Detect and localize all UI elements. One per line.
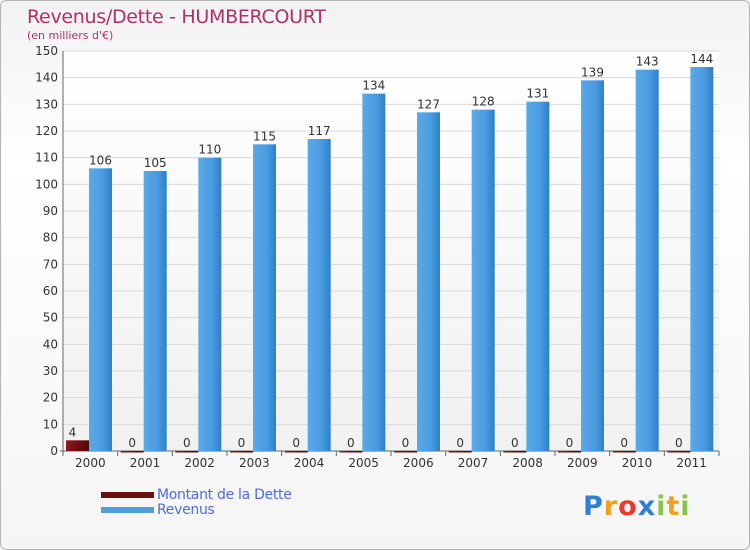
x-tick-label-2006: 2006 (403, 456, 434, 470)
logo-letter: i (656, 491, 667, 522)
x-tick-label-2001: 2001 (130, 456, 161, 470)
bar-debt-2009 (558, 451, 581, 453)
logo-letter: P (583, 491, 604, 522)
bar-debt-2004 (284, 451, 308, 453)
data-label-debt-2004: 0 (292, 436, 300, 450)
logo-letter: x (637, 491, 657, 522)
y-tick-label: 130 (35, 97, 58, 111)
chart-subtitle: (en milliers d'€) (27, 29, 114, 42)
y-tick-label: 30 (43, 364, 58, 378)
data-label-revenue-2011: 144 (690, 52, 713, 66)
bar-debt-2005 (339, 451, 363, 453)
legend-swatch-revenue (101, 506, 154, 513)
y-tick-label: 90 (43, 204, 58, 218)
bar-debt-2001 (120, 451, 144, 453)
bar-revenue-2008 (526, 101, 550, 452)
data-label-revenue-2006: 127 (417, 97, 440, 111)
y-tick-label: 20 (43, 391, 58, 405)
bar-revenue-2004 (307, 139, 331, 451)
bar-debt-2007 (448, 451, 472, 453)
bar-revenue-2001 (143, 171, 167, 451)
data-label-debt-2001: 0 (128, 436, 136, 450)
bar-revenue-2000 (89, 168, 112, 452)
x-tick-label-2010: 2010 (622, 456, 653, 470)
logo-letter: o (618, 491, 638, 522)
bar-revenue-2011 (690, 67, 714, 451)
data-label-debt-2007: 0 (456, 436, 464, 450)
logo-letter: i (680, 491, 691, 522)
bar-debt-2003 (230, 451, 253, 453)
x-tick-label-2009: 2009 (567, 456, 598, 470)
y-tick-label: 60 (43, 284, 58, 298)
y-tick-label: 100 (35, 177, 58, 191)
y-tick-label: 150 (35, 44, 58, 58)
bar-debt-2011 (667, 451, 691, 453)
bar-revenue-2002 (198, 157, 222, 451)
data-label-revenue-2009: 139 (581, 65, 604, 79)
logo-letter: r (603, 491, 619, 522)
data-label-revenue-2004: 117 (308, 124, 331, 138)
bar-revenue-2007 (471, 109, 495, 452)
y-tick-label: 80 (43, 231, 58, 245)
legend-item-debt: Montant de la Dette (101, 486, 292, 503)
y-tick-label: 50 (43, 311, 58, 325)
bar-debt-2000 (66, 440, 89, 451)
data-label-debt-2002: 0 (183, 436, 191, 450)
y-tick-label: 40 (43, 337, 58, 351)
bar-debt-2008 (503, 451, 527, 453)
data-label-debt-2003: 0 (238, 436, 246, 450)
data-label-revenue-2001: 105 (144, 156, 167, 170)
y-tick-label: 10 (43, 417, 58, 431)
y-tick-label: 140 (35, 71, 58, 85)
y-tick-label: 120 (35, 124, 58, 138)
legend-item-revenue: Revenus (101, 501, 292, 518)
bar-revenue-2006 (417, 112, 440, 451)
data-label-revenue-2010: 143 (636, 55, 659, 69)
x-tick-label-2008: 2008 (512, 456, 543, 470)
x-tick-label-2002: 2002 (184, 456, 215, 470)
x-tick-label-2005: 2005 (348, 456, 379, 470)
data-label-revenue-2003: 115 (253, 129, 276, 143)
proxiti-logo: Proxiti (583, 491, 691, 522)
data-label-revenue-2005: 134 (362, 79, 385, 93)
legend-label-revenue: Revenus (157, 501, 215, 518)
x-tick-label-2003: 2003 (239, 456, 270, 470)
data-label-debt-2011: 0 (675, 436, 683, 450)
x-tick-label-2000: 2000 (75, 456, 106, 470)
bar-revenue-2010 (635, 69, 659, 452)
bar-revenue-2003 (253, 144, 276, 452)
y-tick-label: 70 (43, 257, 58, 271)
x-tick-label-2007: 2007 (458, 456, 489, 470)
data-label-debt-2006: 0 (402, 436, 410, 450)
legend-label-debt: Montant de la Dette (157, 486, 292, 503)
data-label-debt-2009: 0 (566, 436, 574, 450)
chart-title: Revenus/Dette - HUMBERCOURT (27, 6, 326, 28)
data-label-debt-2008: 0 (511, 436, 519, 450)
legend: Montant de la Dette Revenus (101, 486, 292, 518)
y-tick-label: 110 (35, 151, 58, 165)
legend-swatch-debt (101, 491, 154, 498)
data-label-revenue-2002: 110 (198, 143, 221, 157)
data-label-debt-2010: 0 (620, 436, 628, 450)
logo-letter: t (666, 491, 681, 522)
y-tick-label: 0 (50, 444, 58, 458)
data-label-revenue-2000: 106 (89, 153, 112, 167)
data-label-debt-2005: 0 (347, 436, 355, 450)
bar-debt-2010 (612, 451, 636, 453)
plot-area (63, 51, 719, 451)
data-label-revenue-2008: 131 (526, 87, 549, 101)
x-tick-label-2004: 2004 (294, 456, 325, 470)
data-label-revenue-2007: 128 (472, 95, 495, 109)
x-tick-label-2011: 2011 (676, 456, 707, 470)
bar-debt-2002 (175, 451, 199, 453)
bar-revenue-2009 (581, 80, 604, 451)
bar-debt-2006 (394, 451, 417, 453)
data-label-debt-2000: 4 (69, 425, 77, 439)
bar-revenue-2005 (362, 93, 386, 452)
